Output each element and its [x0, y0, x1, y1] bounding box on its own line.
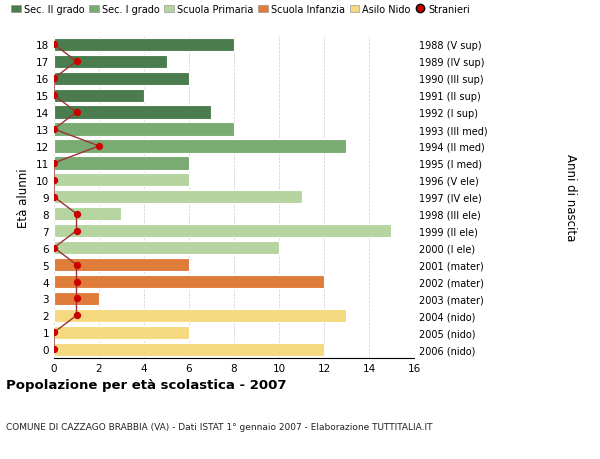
Bar	[54, 207, 121, 221]
Bar	[54, 123, 234, 136]
Bar	[54, 292, 99, 305]
Y-axis label: Età alunni: Età alunni	[17, 168, 31, 227]
Point	[49, 346, 59, 353]
Point	[72, 109, 82, 117]
Bar	[54, 140, 346, 153]
Bar	[54, 275, 324, 289]
Text: COMUNE DI CAZZAGO BRABBIA (VA) - Dati ISTAT 1° gennaio 2007 - Elaborazione TUTTI: COMUNE DI CAZZAGO BRABBIA (VA) - Dati IS…	[6, 422, 433, 431]
Y-axis label: Anni di nascita: Anni di nascita	[564, 154, 577, 241]
Point	[72, 211, 82, 218]
Point	[49, 41, 59, 49]
Bar	[54, 241, 279, 255]
Point	[72, 261, 82, 269]
Point	[72, 312, 82, 319]
Bar	[54, 39, 234, 52]
Bar	[54, 224, 391, 238]
Bar	[54, 326, 189, 339]
Bar	[54, 90, 144, 102]
Point	[49, 126, 59, 134]
Point	[49, 177, 59, 184]
Bar	[54, 56, 167, 69]
Point	[49, 75, 59, 83]
Point	[72, 58, 82, 66]
Bar	[54, 343, 324, 356]
Bar	[54, 73, 189, 85]
Bar	[54, 191, 302, 204]
Bar	[54, 157, 189, 170]
Legend: Sec. II grado, Sec. I grado, Scuola Primaria, Scuola Infanzia, Asilo Nido, Stran: Sec. II grado, Sec. I grado, Scuola Prim…	[11, 5, 470, 15]
Bar	[54, 174, 189, 187]
Point	[49, 92, 59, 100]
Point	[94, 143, 104, 150]
Point	[49, 160, 59, 167]
Bar	[54, 258, 189, 272]
Bar	[54, 106, 211, 119]
Point	[72, 278, 82, 285]
Text: Popolazione per età scolastica - 2007: Popolazione per età scolastica - 2007	[6, 379, 287, 392]
Point	[72, 295, 82, 302]
Point	[49, 329, 59, 336]
Point	[49, 194, 59, 201]
Point	[72, 228, 82, 235]
Point	[49, 245, 59, 252]
Bar	[54, 309, 346, 322]
